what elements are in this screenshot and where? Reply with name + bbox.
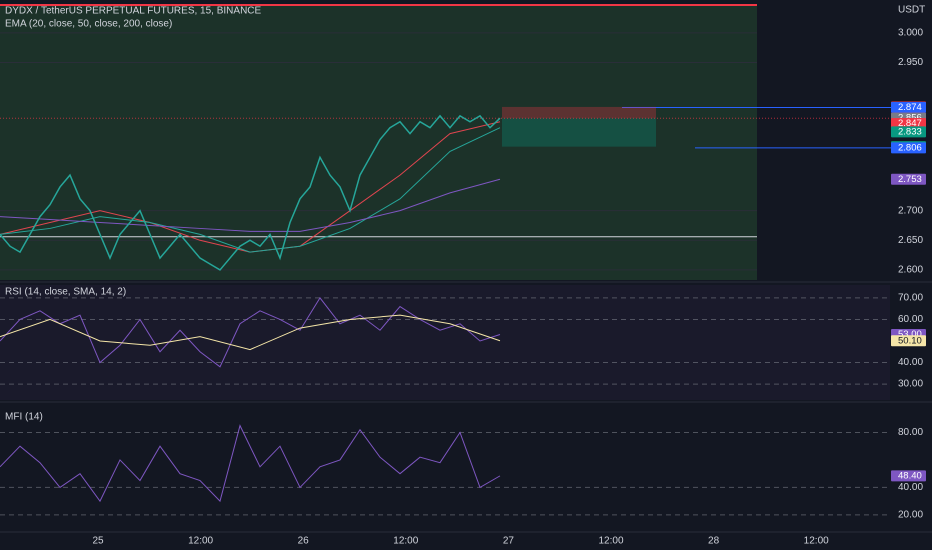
time-label: 27 [503,536,515,547]
price-tag-label: 2.753 [898,174,922,185]
price-tag-label: 53.00 [898,329,922,340]
time-label: 26 [298,536,310,547]
y-tick-label: 40.00 [898,482,923,493]
y-tick-label: 20.00 [898,510,923,521]
time-label: 12:00 [804,536,829,547]
price-tag-label: 2.806 [898,142,922,153]
price-tag [891,173,926,185]
price-tag-label: 2.874 [898,102,922,113]
price-tag [891,335,926,347]
time-label: 12:00 [598,536,623,547]
y-tick-label: 2.700 [898,205,923,216]
mfi-line [0,424,501,503]
price-tag [891,126,926,138]
y-tick-label: 2.950 [898,57,923,68]
y-tick-label: 2.600 [898,265,923,276]
rsi-title: RSI (14, close, SMA, 14, 2) [5,287,126,298]
price-tag-label: 50.10 [898,335,922,346]
time-label: 12:00 [188,536,213,547]
y-tick-label: 60.00 [898,314,923,325]
price-tag [891,142,926,154]
ema-line [0,127,501,253]
price-tag-label: 48.40 [898,470,922,481]
y-tick-label: 2.650 [898,235,923,246]
price-tag [891,102,926,114]
time-label: 12:00 [393,536,418,547]
stop-zone [502,106,656,119]
target-zone [502,118,656,147]
y-tick-label: 40.00 [898,357,923,368]
y-tick-label: 3.000 [898,27,923,38]
rsi-sma-line [0,314,501,351]
price-tag [891,470,926,482]
y-tick-label: 70.00 [898,293,923,304]
time-label: 28 [708,536,720,547]
symbol-title: DYDX / TetherUS PERPETUAL FUTURES, 15, B… [5,6,262,17]
rsi-line [0,297,501,368]
mfi-title: MFI (14) [5,412,43,423]
price-tag-label: 2.847 [898,118,922,129]
ema-legend: EMA (20, close, 50, close, 200, close) [5,19,172,30]
y-tick-label: 80.00 [898,427,923,438]
price-tag-label: 2.833 [898,126,922,137]
ema-line [0,178,501,232]
y-tick-label: 30.00 [898,379,923,390]
unit-label: USDT [898,5,925,16]
time-label: 25 [92,536,104,547]
price-line-series [0,114,501,271]
rsi-pane [0,285,890,400]
price-tag [891,118,926,130]
